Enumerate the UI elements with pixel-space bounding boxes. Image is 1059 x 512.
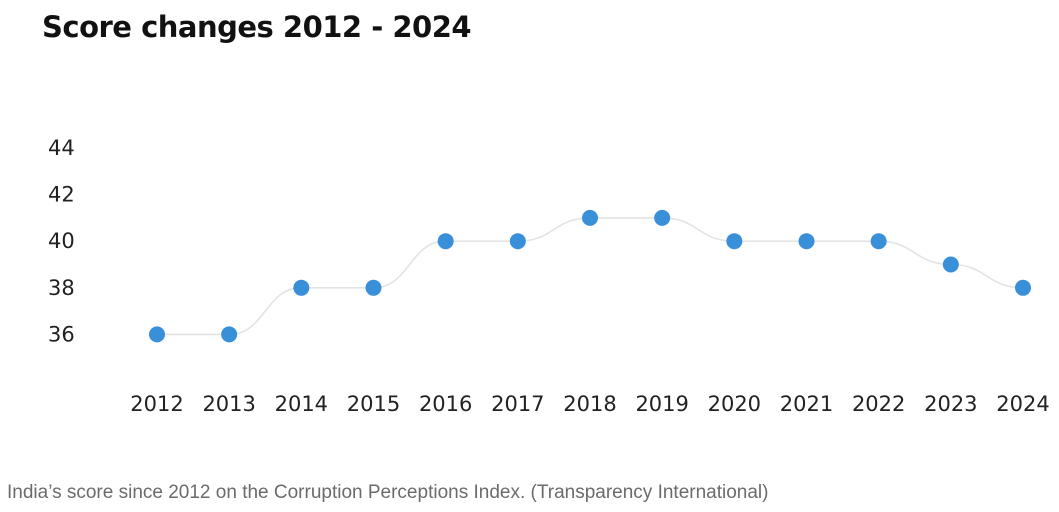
data-point — [654, 209, 671, 226]
x-tick-label: 2020 — [708, 392, 761, 416]
figure-caption: India’s score since 2012 on the Corrupti… — [7, 482, 769, 503]
data-point — [942, 256, 959, 273]
x-tick-label: 2019 — [635, 392, 688, 416]
x-tick-label: 2018 — [563, 392, 616, 416]
data-point — [221, 326, 238, 343]
x-tick-label: 2012 — [130, 392, 183, 416]
data-point — [293, 279, 310, 296]
x-tick-label: 2016 — [419, 392, 472, 416]
chart-title: Score changes 2012 - 2024 — [42, 10, 472, 44]
x-tick-label: 2024 — [996, 392, 1049, 416]
data-point — [582, 209, 598, 226]
data-point — [726, 233, 743, 250]
y-tick-label: 36 — [48, 322, 75, 346]
data-point — [437, 233, 454, 250]
x-tick-label: 2017 — [491, 392, 544, 416]
data-point — [870, 233, 887, 250]
data-points — [149, 209, 1031, 343]
data-point — [365, 279, 382, 296]
x-tick-label: 2021 — [780, 392, 833, 416]
y-tick-label: 40 — [48, 229, 75, 253]
data-point — [149, 326, 165, 343]
y-tick-label: 42 — [48, 183, 75, 207]
x-tick-label: 2023 — [924, 392, 977, 416]
y-tick-label: 44 — [48, 136, 75, 160]
data-point — [798, 233, 815, 250]
y-tick-label: 38 — [48, 276, 75, 300]
y-axis: 36 38 40 42 44 — [48, 136, 75, 346]
x-tick-label: 2014 — [275, 392, 328, 416]
x-tick-label: 2022 — [852, 392, 905, 416]
x-tick-label: 2015 — [347, 392, 400, 416]
x-tick-label: 2013 — [202, 392, 255, 416]
series-line — [156, 217, 1024, 336]
data-point — [1015, 279, 1031, 296]
x-axis: 2012 2013 2014 2015 2016 2017 2018 2019 2020 2021… — [130, 392, 1049, 416]
data-point — [509, 233, 526, 250]
